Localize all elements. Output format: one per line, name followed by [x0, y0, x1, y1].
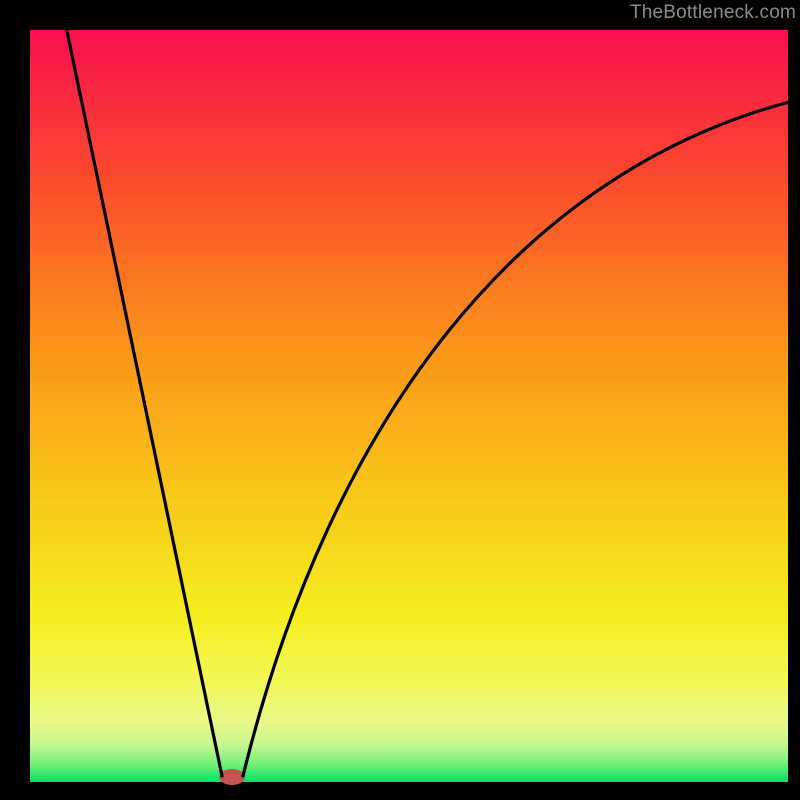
watermark-text: TheBottleneck.com [630, 2, 796, 24]
chart-canvas: TheBottleneck.com [0, 0, 800, 800]
chart-svg [0, 0, 800, 800]
